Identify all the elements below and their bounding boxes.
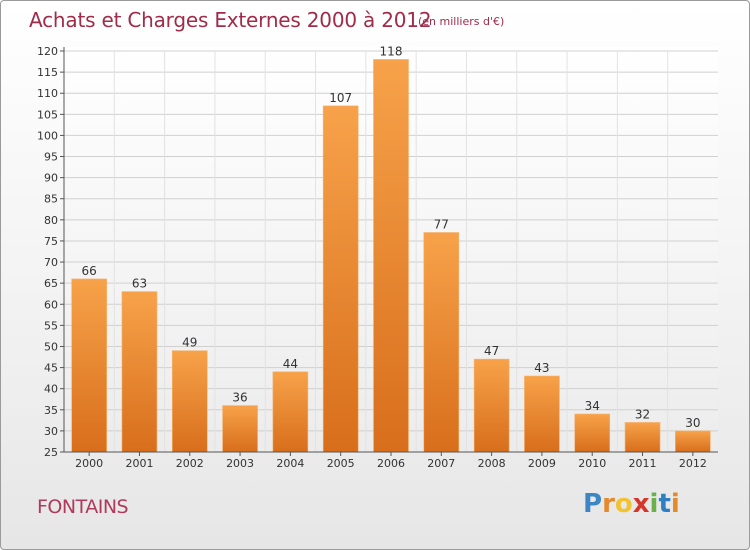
value-label: 47 (484, 344, 499, 358)
value-label: 118 (380, 44, 403, 58)
y-tick-label: 40 (44, 383, 58, 396)
chart-title: Achats et Charges Externes 2000 à 2012 (29, 8, 432, 32)
y-tick-label: 25 (44, 446, 58, 459)
bar-2000 (71, 278, 107, 453)
logo-letter: r (602, 489, 615, 519)
y-tick-label: 50 (44, 340, 58, 353)
value-label: 34 (585, 399, 600, 413)
x-tick-label: 2001 (125, 457, 153, 470)
x-tick-label: 2009 (528, 457, 556, 470)
y-tick-label: 70 (44, 256, 58, 269)
y-tick-label: 65 (44, 277, 58, 290)
bar-2002 (171, 350, 208, 453)
logo-letter: P (583, 489, 603, 519)
y-tick-label: 60 (44, 298, 58, 311)
axes: 25 30 35 40 45 50 55 60 65 70 75 80 85 90 95 100 105 110 1… (37, 45, 718, 470)
logo-letter: i (670, 489, 680, 519)
bar-2007 (423, 232, 460, 453)
y-tick-label: 120 (37, 45, 58, 58)
y-tick-label: 95 (44, 151, 58, 164)
y-tick-label: 45 (44, 362, 58, 375)
value-label: 63 (132, 277, 147, 291)
bar-2009 (524, 375, 560, 453)
bar-2010 (574, 413, 611, 453)
bar-2001 (121, 291, 158, 453)
value-label: 107 (329, 91, 352, 105)
value-label: 32 (635, 407, 650, 421)
bar-2004 (272, 371, 309, 453)
x-tick-label: 2012 (679, 457, 707, 470)
logo-letter: t (658, 489, 671, 519)
value-label: 36 (232, 391, 247, 405)
x-tick-label: 2000 (75, 457, 103, 470)
y-tick-label: 110 (37, 87, 58, 100)
y-tick-label: 85 (44, 193, 58, 206)
y-tick-label: 30 (44, 425, 58, 438)
y-tick-label: 90 (44, 172, 58, 185)
y-tick-label: 100 (37, 129, 58, 142)
x-tick-label: 2010 (578, 457, 606, 470)
place-name: FONTAINS (37, 496, 129, 518)
y-tick-label: 105 (37, 108, 58, 121)
bar-2003 (222, 405, 258, 453)
chart-subtitle: (en milliers d'€) (418, 15, 505, 28)
x-tick-label: 2002 (176, 457, 204, 470)
value-label: 49 (182, 336, 197, 350)
value-labels: 66 63 49 36 44 107 118 77 47 43 34 32 30 (82, 44, 701, 429)
x-tick-label: 2008 (478, 457, 506, 470)
y-tick-label: 75 (44, 235, 58, 248)
x-tick-label: 2006 (377, 457, 405, 470)
logo-letter: o (614, 489, 633, 519)
x-tick-label: 2011 (629, 457, 657, 470)
y-tick-label: 55 (44, 319, 58, 332)
bar-2006 (373, 59, 409, 453)
y-tick-label: 35 (44, 404, 58, 417)
y-tick-label: 80 (44, 214, 58, 227)
y-tick-label: 115 (37, 66, 58, 79)
bar-2012 (675, 430, 711, 453)
value-label: 77 (434, 218, 449, 232)
value-label: 30 (685, 416, 700, 430)
bar-2011 (624, 422, 661, 453)
x-tick-label: 2007 (427, 457, 455, 470)
bar-2008 (473, 358, 510, 453)
logo-letter: x (632, 489, 650, 519)
value-label: 66 (82, 264, 97, 278)
x-tick-label: 2003 (226, 457, 254, 470)
bar-2005 (322, 105, 359, 453)
bars (71, 59, 711, 453)
value-label: 43 (534, 361, 549, 375)
x-tick-label: 2004 (276, 457, 304, 470)
proxiti-logo: Proxiti (583, 489, 680, 519)
value-label: 44 (283, 357, 298, 371)
x-tick-label: 2005 (327, 457, 355, 470)
logo-letter: i (649, 489, 659, 519)
